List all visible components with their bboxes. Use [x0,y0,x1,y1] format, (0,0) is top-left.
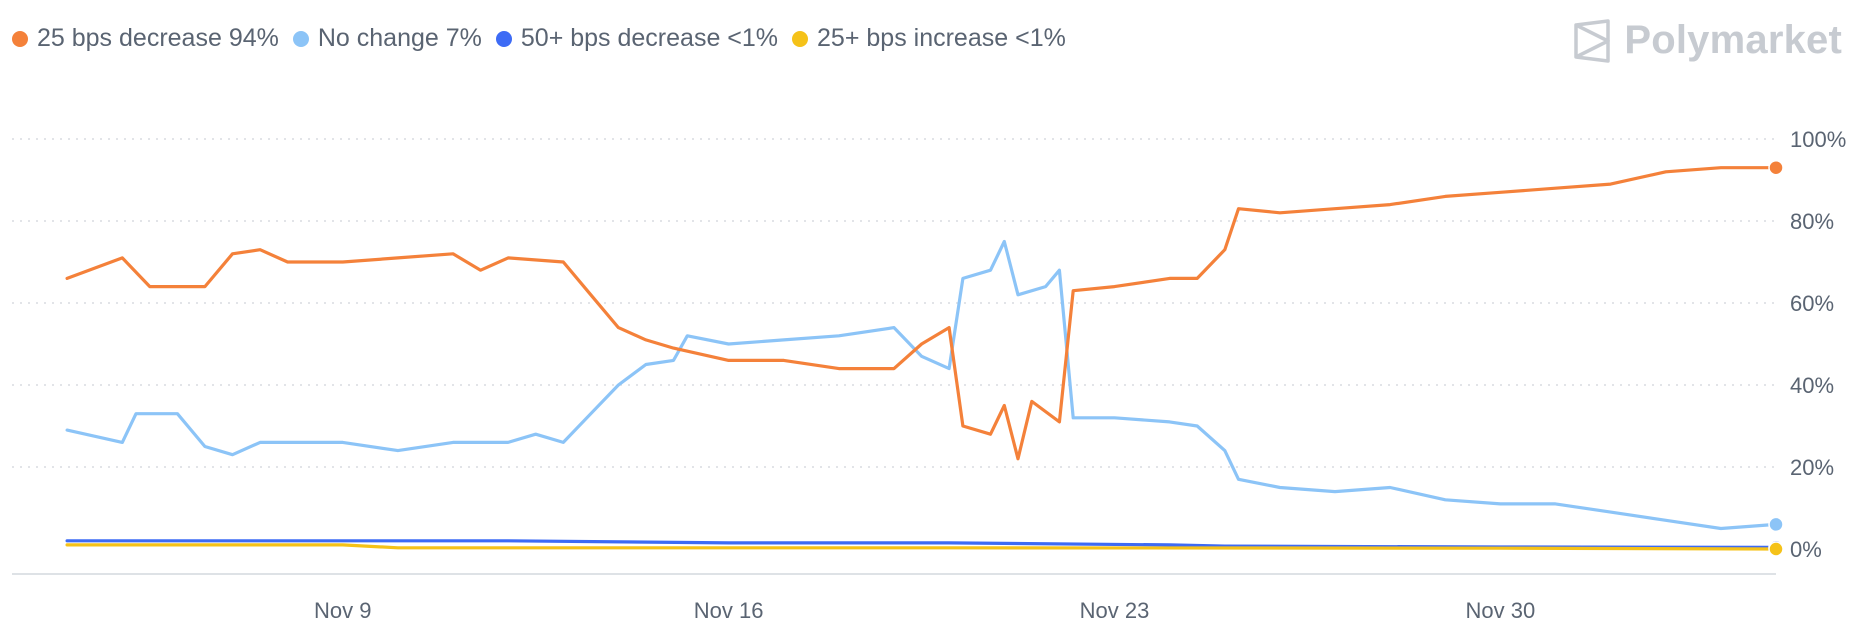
y-tick-label: 100% [1790,127,1846,152]
series-line [65,239,1778,531]
y-tick-label: 60% [1790,291,1834,316]
y-tick-label: 40% [1790,373,1834,398]
legend-dot [12,30,28,47]
legend-item-no-change[interactable]: No change 7% [292,24,482,53]
y-tick-label: 80% [1790,209,1834,234]
legend-label: No change [317,24,439,52]
y-tick-label: 20% [1790,455,1834,480]
legend-dot [792,30,809,47]
legend-label: 50+ bps decrease [520,24,721,52]
legend-label: 25 bps decrease [37,24,222,52]
legend-value: 7% [445,24,482,52]
legend-item-25bps-increase[interactable]: 25+ bps increase <1% [792,24,1066,53]
polymarket-brand: Polymarket [1572,18,1842,63]
x-tick-label: Nov 30 [1466,598,1536,623]
series-end-marker [1768,541,1784,557]
legend-item-25bps-decrease[interactable]: 25 bps decrease 94% [12,24,279,53]
legend-value: 94% [228,24,279,52]
series-end-marker [1768,516,1784,533]
series-endpoints [1768,159,1784,557]
legend-value: <1% [1015,24,1066,52]
y-axis-ticks: 0% 20% 40% 60% 80% 100% [1790,127,1846,562]
x-tick-label: Nov 9 [314,598,371,623]
brand-name: Polymarket [1624,18,1842,62]
grid-lines [12,138,1776,468]
series-end-marker [1768,159,1784,176]
series-line [65,166,1778,461]
y-tick-label: 0% [1790,537,1822,562]
polymarket-logo-icon [1574,18,1611,63]
legend-dot [292,30,309,47]
chart-legend: 25 bps decrease 94% No change 7% 50+ bps… [12,24,1080,53]
legend-dot [495,30,512,47]
x-tick-label: Nov 23 [1080,598,1150,623]
legend-item-50bps-decrease[interactable]: 50+ bps decrease <1% [495,24,779,53]
x-tick-label: Nov 16 [694,598,764,623]
series-lines [65,166,1778,551]
legend-label: 25+ bps increase [817,24,1009,52]
legend-value: <1% [727,24,779,52]
series-line [65,543,1778,551]
x-axis-ticks: Nov 9 Nov 16 Nov 23 Nov 30 [314,598,1535,623]
